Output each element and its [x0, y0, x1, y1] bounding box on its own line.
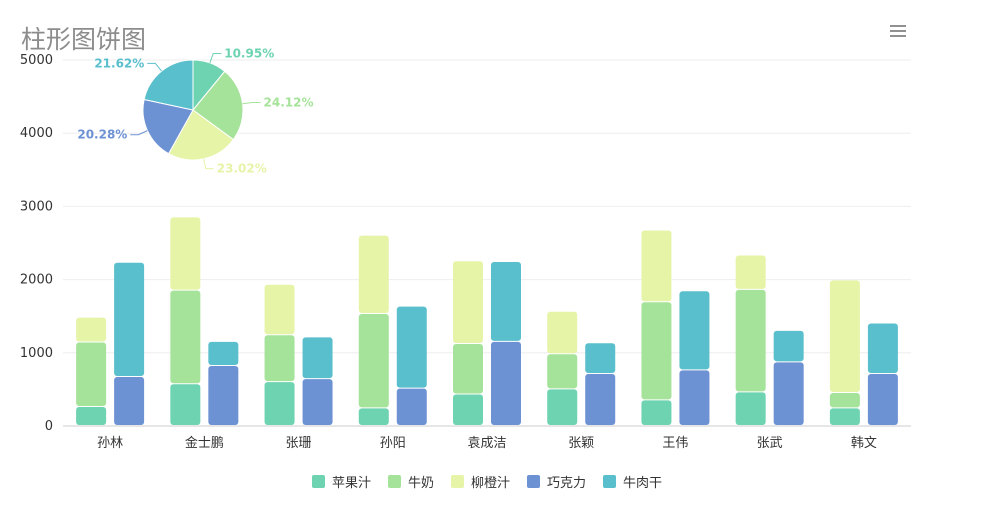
bar-segment[interactable]: [679, 370, 710, 425]
menu-line: [890, 25, 906, 27]
bar-segment[interactable]: [547, 354, 578, 389]
bar-segment[interactable]: [453, 261, 483, 344]
bar-segment[interactable]: [264, 382, 295, 425]
legend-label: 柳橙汁: [471, 475, 511, 491]
bar-segment[interactable]: [358, 235, 389, 314]
bar-segment[interactable]: [170, 384, 201, 425]
bar-segment[interactable]: [773, 330, 804, 362]
y-tick-label: 1000: [20, 346, 53, 361]
x-tick-label: 张珊: [286, 436, 312, 451]
pie-label: 23.02%: [217, 162, 267, 176]
bar-segment[interactable]: [867, 323, 898, 374]
bar-segment[interactable]: [829, 393, 860, 408]
pie-slice[interactable]: [167, 109, 235, 161]
legend-item[interactable]: 牛奶: [388, 470, 434, 492]
bar-segment[interactable]: [453, 344, 483, 394]
bar-segment[interactable]: [547, 389, 578, 425]
bar-segment[interactable]: [773, 362, 804, 425]
hamburger-menu-icon[interactable]: [888, 24, 908, 40]
y-tick-label: 0: [45, 419, 53, 434]
x-tick-label: 张颖: [568, 436, 594, 451]
bar-segment[interactable]: [396, 306, 427, 388]
legend-swatch: [451, 474, 464, 488]
x-tick-label: 金士鹏: [185, 435, 224, 451]
pie-leader-line: [147, 62, 162, 72]
bar-segment[interactable]: [170, 290, 201, 384]
bar-segment[interactable]: [735, 289, 766, 392]
bar-segment[interactable]: [829, 280, 860, 393]
chart-legend: 苹果汁 牛奶 柳橙汁 巧克力 牛肉干: [0, 470, 994, 492]
bar-segment[interactable]: [453, 394, 483, 425]
bar-segment[interactable]: [76, 317, 107, 342]
bar-segment[interactable]: [679, 291, 710, 370]
bar-segment[interactable]: [264, 284, 295, 335]
bar-segment[interactable]: [641, 230, 672, 302]
bar-segment[interactable]: [76, 342, 107, 406]
legend-swatch: [388, 474, 401, 488]
bar-segment[interactable]: [491, 341, 521, 425]
bar-segment[interactable]: [735, 255, 766, 289]
bar-segment[interactable]: [114, 262, 145, 376]
x-tick-label: 袁成洁: [467, 436, 506, 451]
y-tick-label: 3000: [20, 199, 53, 214]
legend-swatch: [312, 474, 325, 488]
legend-label: 苹果汁: [332, 475, 372, 491]
y-tick-label: 5000: [20, 53, 53, 68]
bar-segment[interactable]: [302, 337, 333, 379]
bar-segment[interactable]: [641, 302, 672, 400]
pie-leader-line: [209, 53, 222, 64]
pie-label: 21.62%: [94, 56, 144, 70]
x-tick-label: 韩文: [851, 436, 877, 451]
bar-segment[interactable]: [396, 388, 427, 425]
menu-line: [890, 35, 906, 37]
x-tick-label: 王伟: [662, 436, 688, 451]
bar-segment[interactable]: [735, 392, 766, 425]
x-tick-label: 张武: [757, 436, 783, 451]
legend-label: 巧克力: [547, 475, 587, 491]
legend-swatch: [527, 474, 540, 488]
y-tick-label: 4000: [20, 126, 53, 141]
pie-leader-line: [203, 158, 214, 170]
bar-segment[interactable]: [114, 376, 145, 425]
legend-label: 牛肉干: [623, 475, 663, 491]
legend-item[interactable]: 苹果汁: [312, 470, 371, 492]
legend-swatch: [603, 474, 616, 488]
legend-label: 牛奶: [408, 475, 435, 491]
pie-label: 20.28%: [77, 128, 127, 142]
legend-item[interactable]: 柳橙汁: [451, 470, 510, 492]
bar-segment[interactable]: [829, 408, 860, 425]
bar-segment[interactable]: [264, 335, 295, 382]
bar-segment[interactable]: [867, 374, 898, 425]
chart-title: 柱形图饼图: [21, 25, 147, 54]
pie-slice[interactable]: [192, 70, 244, 141]
y-tick-label: 2000: [20, 273, 53, 288]
pie-label: 24.12%: [264, 96, 314, 110]
bar-segment[interactable]: [302, 379, 333, 425]
bar-segment[interactable]: [641, 400, 672, 425]
x-tick-label: 孙林: [97, 436, 123, 451]
bar-segment[interactable]: [358, 314, 389, 408]
bar-segment[interactable]: [170, 217, 201, 290]
pie-slice[interactable]: [142, 98, 194, 155]
bar-segment[interactable]: [208, 341, 239, 365]
legend-item[interactable]: 巧克力: [527, 470, 586, 492]
bar-segment[interactable]: [491, 262, 521, 341]
pie-leader-line: [130, 130, 148, 136]
bar-segment[interactable]: [585, 343, 616, 374]
pie-slice[interactable]: [143, 59, 194, 111]
bar-segment[interactable]: [585, 374, 616, 425]
bar-segment[interactable]: [358, 408, 389, 425]
pie-leader-line: [242, 102, 261, 105]
bar-segment[interactable]: [547, 311, 578, 354]
bar-segment[interactable]: [76, 406, 107, 425]
pie-label: 10.95%: [224, 47, 274, 61]
bar-segment[interactable]: [208, 365, 239, 425]
legend-item[interactable]: 牛肉干: [603, 470, 662, 492]
x-tick-label: 孙阳: [380, 436, 406, 451]
menu-line: [890, 30, 906, 32]
